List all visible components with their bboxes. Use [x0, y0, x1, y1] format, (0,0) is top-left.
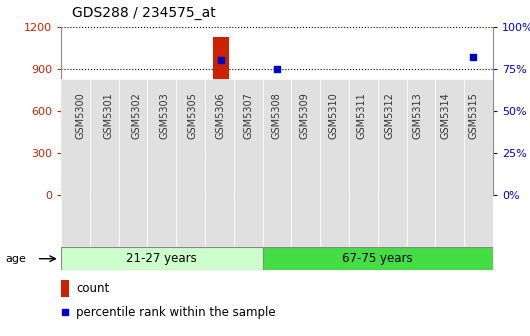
Point	[217, 58, 225, 63]
Bar	[119, 79, 147, 247]
Bar	[349, 79, 378, 247]
Text: GSM5303: GSM5303	[160, 92, 170, 139]
Text: GSM5315: GSM5315	[469, 92, 478, 139]
Bar	[269, 107, 285, 195]
Point	[245, 105, 253, 110]
Text: GSM5305: GSM5305	[188, 92, 198, 139]
Text: GDS288 / 234575_at: GDS288 / 234575_at	[72, 6, 215, 20]
Bar	[205, 79, 234, 247]
Bar	[213, 37, 228, 195]
Bar	[73, 186, 89, 195]
Bar	[262, 247, 493, 270]
Point	[357, 128, 365, 134]
Text: GSM5309: GSM5309	[300, 92, 310, 139]
Text: GSM5308: GSM5308	[272, 92, 282, 139]
Text: GSM5312: GSM5312	[384, 92, 394, 139]
Point	[104, 120, 113, 125]
Bar	[465, 98, 481, 195]
Bar	[435, 79, 464, 247]
Text: GSM5311: GSM5311	[356, 92, 366, 139]
Point	[469, 54, 478, 60]
Bar	[157, 177, 172, 195]
Text: GSM5302: GSM5302	[131, 92, 142, 139]
Bar	[320, 79, 349, 247]
Bar	[176, 79, 205, 247]
Bar	[410, 177, 425, 195]
Bar	[354, 167, 369, 195]
Point	[161, 147, 169, 152]
Bar	[382, 174, 397, 195]
Bar	[325, 163, 341, 195]
Text: GSM5301: GSM5301	[104, 92, 113, 139]
Bar	[129, 139, 144, 195]
Point	[301, 96, 309, 102]
Text: GSM5313: GSM5313	[412, 92, 422, 139]
Point	[60, 309, 69, 315]
Bar	[147, 79, 176, 247]
Text: 21-27 years: 21-27 years	[126, 252, 197, 265]
Bar	[61, 79, 90, 247]
Bar	[61, 280, 69, 297]
Text: GSM5310: GSM5310	[328, 92, 338, 139]
Bar	[234, 79, 262, 247]
Bar	[292, 79, 320, 247]
Text: GSM5314: GSM5314	[440, 92, 450, 139]
Bar	[262, 79, 292, 247]
Point	[413, 149, 421, 154]
Point	[76, 155, 85, 161]
Bar	[378, 79, 407, 247]
Point	[385, 147, 393, 152]
Bar	[297, 141, 313, 195]
Point	[329, 117, 337, 122]
Text: GSM5307: GSM5307	[244, 92, 254, 139]
Bar	[185, 175, 200, 195]
Point	[441, 150, 449, 156]
Point	[132, 96, 141, 102]
Text: age: age	[5, 254, 26, 264]
Point	[273, 66, 281, 72]
Bar	[407, 79, 435, 247]
Bar	[101, 165, 117, 195]
Bar	[464, 79, 493, 247]
Bar	[437, 182, 453, 195]
Bar	[241, 154, 257, 195]
Text: 67-75 years: 67-75 years	[342, 252, 413, 265]
Text: percentile rank within the sample: percentile rank within the sample	[76, 306, 276, 319]
Text: GSM5300: GSM5300	[76, 92, 85, 139]
Bar	[61, 247, 262, 270]
Text: GSM5306: GSM5306	[216, 92, 226, 139]
Bar	[90, 79, 119, 247]
Point	[189, 147, 197, 152]
Text: count: count	[76, 282, 109, 295]
